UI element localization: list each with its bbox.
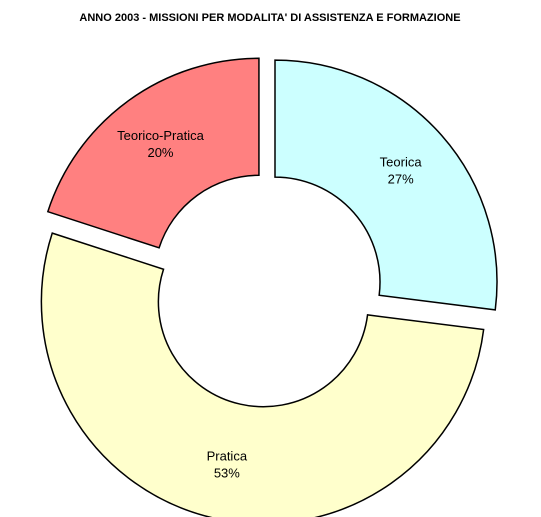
donut-slice <box>46 57 260 249</box>
slice-label: Teorica <box>380 155 423 170</box>
donut-slice <box>40 232 485 517</box>
donut-slice <box>274 59 498 311</box>
slice-label: Pratica <box>207 449 248 464</box>
slice-value-label: 27% <box>388 172 414 187</box>
slice-label: Teorico-Pratica <box>117 128 204 143</box>
slice-value-label: 53% <box>214 466 240 481</box>
chart-title: ANNO 2003 - MISSIONI PER MODALITA' DI AS… <box>79 12 460 24</box>
slice-value-label: 20% <box>147 145 173 160</box>
